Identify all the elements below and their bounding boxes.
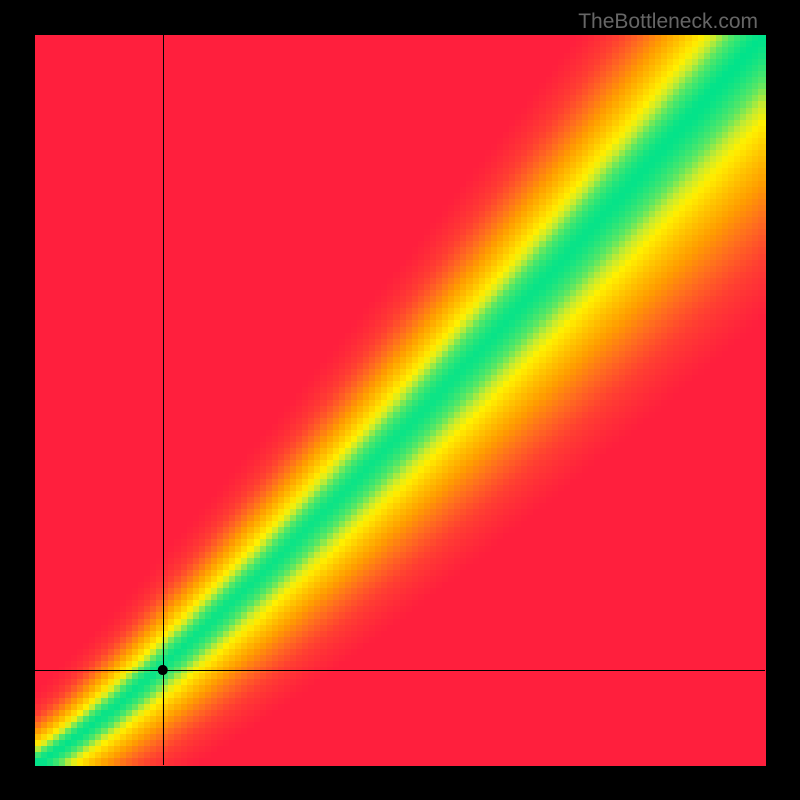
bottleneck-heatmap <box>0 0 800 800</box>
watermark-text: TheBottleneck.com <box>578 10 758 34</box>
